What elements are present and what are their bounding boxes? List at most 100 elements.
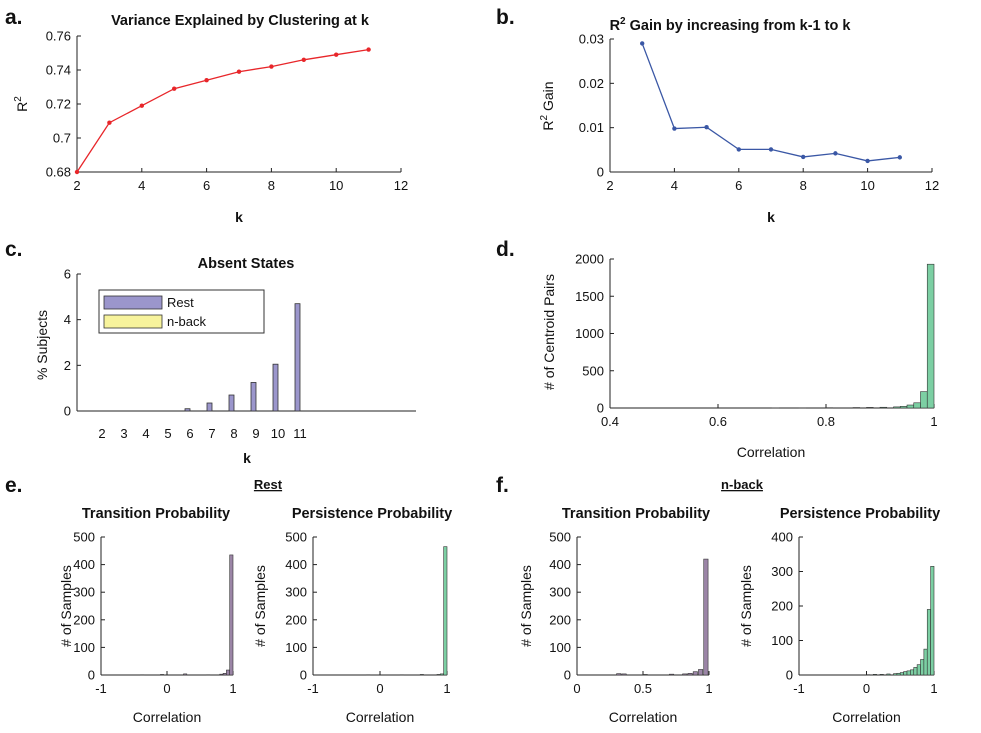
y-tick-label: 400 [73, 557, 95, 572]
chart-title: Transition Probability [82, 506, 230, 522]
y-axis-label: % Subjects [34, 310, 50, 380]
histogram-bar [903, 671, 908, 676]
chart-title: Variance Explained by Clustering at k [111, 13, 370, 29]
data-point [269, 64, 274, 69]
y-tick-label: 0.76 [46, 29, 71, 44]
x-tick-label: 8 [800, 178, 807, 193]
panel-label: a. [5, 6, 23, 29]
x-axis-label: Correlation [832, 709, 900, 725]
x-tick-label: 3 [120, 426, 127, 441]
histogram-bar [229, 554, 234, 676]
x-tick-label: 4 [142, 426, 149, 441]
data-point [833, 151, 838, 156]
x-axis-label: Correlation [609, 709, 677, 725]
x-tick-label: 0.8 [817, 414, 835, 429]
y-axis-label: # of Samples [518, 565, 534, 647]
x-tick-label: 7 [208, 426, 215, 441]
x-tick-label: 11 [293, 426, 307, 441]
histogram-bar [930, 566, 935, 676]
y-tick-label: 200 [285, 612, 307, 627]
data-point [704, 125, 709, 130]
y-tick-label: 0.72 [46, 97, 71, 112]
legend: Rest n-back [98, 289, 265, 334]
y-tick-label: 500 [549, 530, 571, 545]
data-point [236, 69, 242, 74]
histogram-bar [692, 671, 698, 676]
x-tick-label: 8 [230, 426, 237, 441]
chart-title: Persistence Probability [780, 506, 940, 522]
x-tick-label: 1 [705, 681, 712, 696]
y-tick-label: 1500 [575, 289, 604, 304]
y-tick-label: 6 [64, 267, 71, 282]
panel-b-axes: 0 0.01 0.02 0.03 2 4 6 8 10 12 [579, 32, 940, 194]
data-point [334, 52, 339, 57]
y-tick-label: 0.01 [579, 120, 604, 135]
y-tick-label: 300 [549, 585, 571, 600]
histogram-bar [893, 673, 898, 676]
data-point [640, 41, 645, 46]
y-tick-label: 500 [582, 363, 604, 378]
bar [250, 382, 257, 412]
x-tick-label: 4 [671, 178, 678, 193]
x-tick-label: 1 [443, 681, 450, 696]
data-point [74, 169, 80, 175]
x-tick-label: 12 [925, 178, 939, 193]
y-tick-label: 0.68 [46, 165, 71, 180]
x-tick-label: 2 [606, 178, 613, 193]
y-tick-label: 0.74 [46, 63, 71, 78]
data-point [736, 147, 741, 152]
y-tick-label: 0 [300, 668, 307, 683]
y-tick-label: 500 [73, 530, 95, 545]
x-tick-label: 1 [930, 681, 937, 696]
bar [206, 402, 213, 412]
histogram-bar [222, 673, 227, 676]
data-point [366, 47, 371, 52]
x-tick-label: 0 [376, 681, 383, 696]
series-line [641, 43, 900, 162]
y-tick-label: 2 [64, 358, 71, 373]
data-point [801, 154, 806, 160]
histogram-bar [698, 669, 704, 676]
histogram-bar [219, 673, 224, 676]
histogram-bar [703, 558, 709, 676]
x-tick-label: 0.5 [634, 681, 652, 696]
x-tick-label: -1 [307, 681, 319, 696]
y-tick-label: 0 [64, 404, 71, 419]
y-axis-label: # of Samples [738, 565, 754, 647]
histogram-bar [886, 673, 891, 676]
y-tick-label: 200 [771, 599, 793, 614]
data-point [768, 147, 774, 152]
histogram-bar [621, 673, 627, 676]
x-tick-label: 0.6 [709, 414, 727, 429]
series-line [76, 48, 369, 173]
x-axis-label: Correlation [737, 444, 805, 460]
data-point [897, 155, 902, 160]
histogram-bar [879, 674, 884, 676]
x-axis-label: k [767, 209, 775, 225]
panel-label: e. [5, 474, 23, 497]
y-tick-label: 2000 [575, 252, 604, 267]
y-axis-label: # of Samples [58, 565, 74, 647]
y-tick-label: 0 [88, 668, 95, 683]
histogram-bar [642, 674, 648, 676]
x-tick-label: 0 [163, 681, 170, 696]
chart-title: Persistence Probability [292, 506, 452, 522]
y-tick-label: 500 [285, 530, 307, 545]
x-tick-label: 9 [252, 426, 259, 441]
x-tick-label: 0 [573, 681, 580, 696]
data-point [107, 120, 112, 125]
histogram-bar [913, 667, 918, 676]
histogram-bar [616, 673, 622, 676]
y-tick-label: 0 [597, 165, 604, 180]
legend-swatch [103, 314, 163, 329]
histogram-bar [926, 609, 931, 676]
histogram-bar [866, 407, 874, 409]
histogram-bar [439, 673, 444, 676]
y-tick-label: 300 [73, 585, 95, 600]
x-tick-label: 2 [98, 426, 105, 441]
y-tick-label: 300 [285, 585, 307, 600]
x-tick-label: 12 [394, 178, 408, 193]
